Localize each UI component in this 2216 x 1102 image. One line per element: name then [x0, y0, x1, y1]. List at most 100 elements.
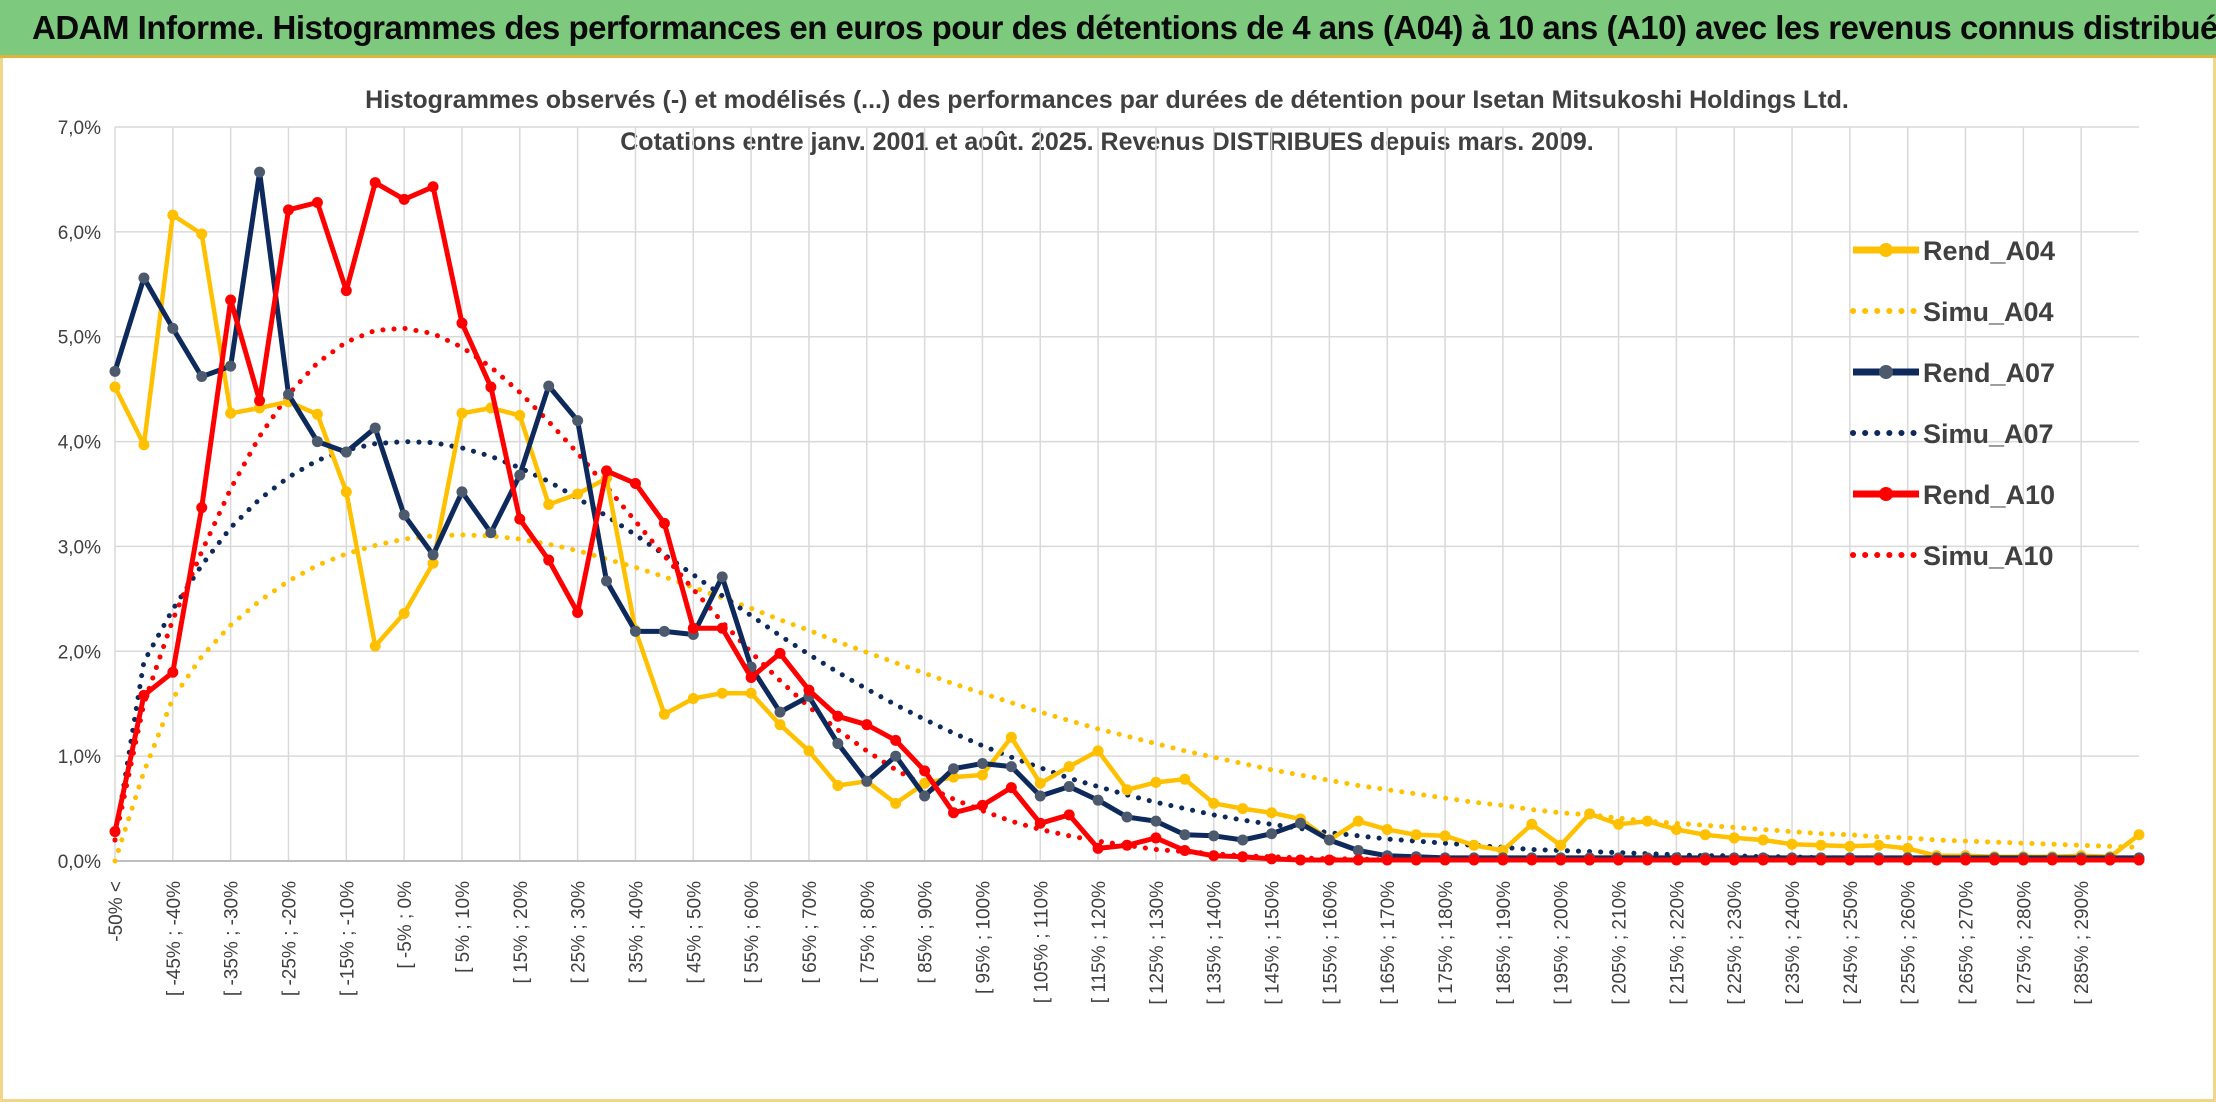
x-tick-label: [ 45% ; 50% — [684, 881, 705, 984]
data-point — [398, 193, 410, 205]
x-tick-label: [ 55% ; 60% — [742, 881, 763, 984]
x-tick-label: [ 275% ; 280% — [2014, 881, 2035, 1005]
x-tick-label: [ 245% ; 250% — [1841, 881, 1862, 1005]
data-point — [948, 807, 960, 819]
data-point — [196, 502, 208, 514]
data-point — [774, 706, 786, 718]
data-point — [1728, 854, 1740, 866]
data-point — [109, 826, 121, 838]
data-point — [1150, 776, 1162, 788]
x-tick-label: [ 215% ; 220% — [1667, 881, 1688, 1005]
legend-marker — [1879, 365, 1893, 379]
legend-item-simu-a04: Simu_A04 — [1850, 297, 2054, 327]
data-point — [1034, 777, 1046, 789]
data-point — [543, 554, 555, 566]
data-point — [890, 734, 902, 746]
data-point — [1121, 839, 1133, 851]
data-point — [832, 738, 844, 750]
legend-label: Simu_A04 — [1923, 297, 2054, 327]
data-point — [167, 209, 179, 221]
data-point — [514, 409, 526, 421]
data-point — [1150, 832, 1162, 844]
x-tick-label: [ 25% ; 30% — [569, 881, 590, 984]
series-simu-a10 — [112, 325, 2142, 863]
data-point — [919, 765, 931, 777]
data-point — [369, 640, 381, 652]
data-point — [1439, 854, 1451, 866]
y-tick-label: 0,0% — [58, 852, 101, 873]
x-tick-label: [ 5% ; 10% — [453, 881, 474, 973]
data-point — [1902, 854, 1914, 866]
data-point — [2017, 854, 2029, 866]
data-point — [658, 625, 670, 637]
data-point — [1439, 830, 1451, 842]
legend-item-rend-a10: Rend_A10 — [1853, 480, 2055, 510]
data-point — [138, 439, 150, 451]
data-point — [1208, 797, 1220, 809]
y-tick-label: 6,0% — [58, 223, 101, 244]
data-point — [1670, 824, 1682, 836]
data-point — [774, 647, 786, 659]
x-tick-label: [ 225% ; 230% — [1725, 881, 1746, 1005]
data-point — [687, 692, 699, 704]
data-point — [1237, 834, 1249, 846]
data-point — [1613, 854, 1625, 866]
data-point — [225, 360, 237, 372]
data-point — [138, 272, 150, 284]
data-point — [1873, 854, 1885, 866]
data-point — [427, 549, 439, 561]
data-point — [196, 371, 208, 383]
chart-subtitle-line1: Histogrammes observés (-) et modélisés (… — [365, 86, 1849, 114]
data-point — [398, 509, 410, 521]
data-point — [340, 446, 352, 458]
data-point — [369, 177, 381, 189]
data-point — [254, 395, 266, 407]
legend-item-rend-a07: Rend_A07 — [1853, 358, 2055, 388]
x-tick-label: [ 15% ; 20% — [511, 881, 532, 984]
data-point — [1092, 794, 1104, 806]
data-point — [1179, 773, 1191, 785]
data-point — [311, 436, 323, 448]
data-point — [514, 469, 526, 481]
legend-item-rend-a04: Rend_A04 — [1853, 236, 2055, 266]
grid-layer — [114, 126, 2139, 862]
x-tick-label: [ -5% ; 0% — [395, 881, 416, 969]
series-line — [112, 532, 2142, 864]
data-point — [1641, 854, 1653, 866]
data-point — [1179, 845, 1191, 857]
data-point — [1034, 790, 1046, 802]
data-point — [1699, 854, 1711, 866]
data-point — [1208, 830, 1220, 842]
data-point — [485, 381, 497, 393]
data-point — [745, 687, 757, 699]
x-tick-label: [ 115% ; 120% — [1089, 881, 1110, 1003]
data-point — [543, 498, 555, 510]
x-tick-label: [ 255% ; 260% — [1899, 881, 1920, 1005]
data-point — [167, 322, 179, 334]
report-title: ADAM Informe. Histogrammes des performan… — [32, 9, 2216, 46]
data-point — [1670, 854, 1682, 866]
x-tick-label: [ 135% ; 140% — [1205, 881, 1226, 1005]
data-point — [225, 294, 237, 306]
data-point — [687, 622, 699, 634]
data-point — [1323, 854, 1335, 866]
data-point — [1873, 839, 1885, 851]
data-point — [572, 415, 584, 427]
data-point — [1121, 784, 1133, 796]
data-point — [1237, 803, 1249, 815]
x-tick-label: [ -45% ; -40% — [164, 881, 185, 996]
series-rend-a04 — [109, 209, 2145, 863]
y-tick-label: 4,0% — [58, 433, 101, 454]
series-line — [112, 180, 2139, 863]
data-point — [1150, 815, 1162, 827]
data-point — [2075, 854, 2087, 866]
data-point — [456, 407, 468, 419]
x-tick-label: -50% < — [106, 881, 127, 942]
data-point — [716, 571, 728, 583]
data-point — [1092, 842, 1104, 854]
data-point — [1294, 854, 1306, 866]
data-point — [109, 381, 121, 393]
data-point — [1555, 839, 1567, 851]
y-tick-label: 5,0% — [58, 328, 101, 349]
data-point — [861, 719, 873, 731]
